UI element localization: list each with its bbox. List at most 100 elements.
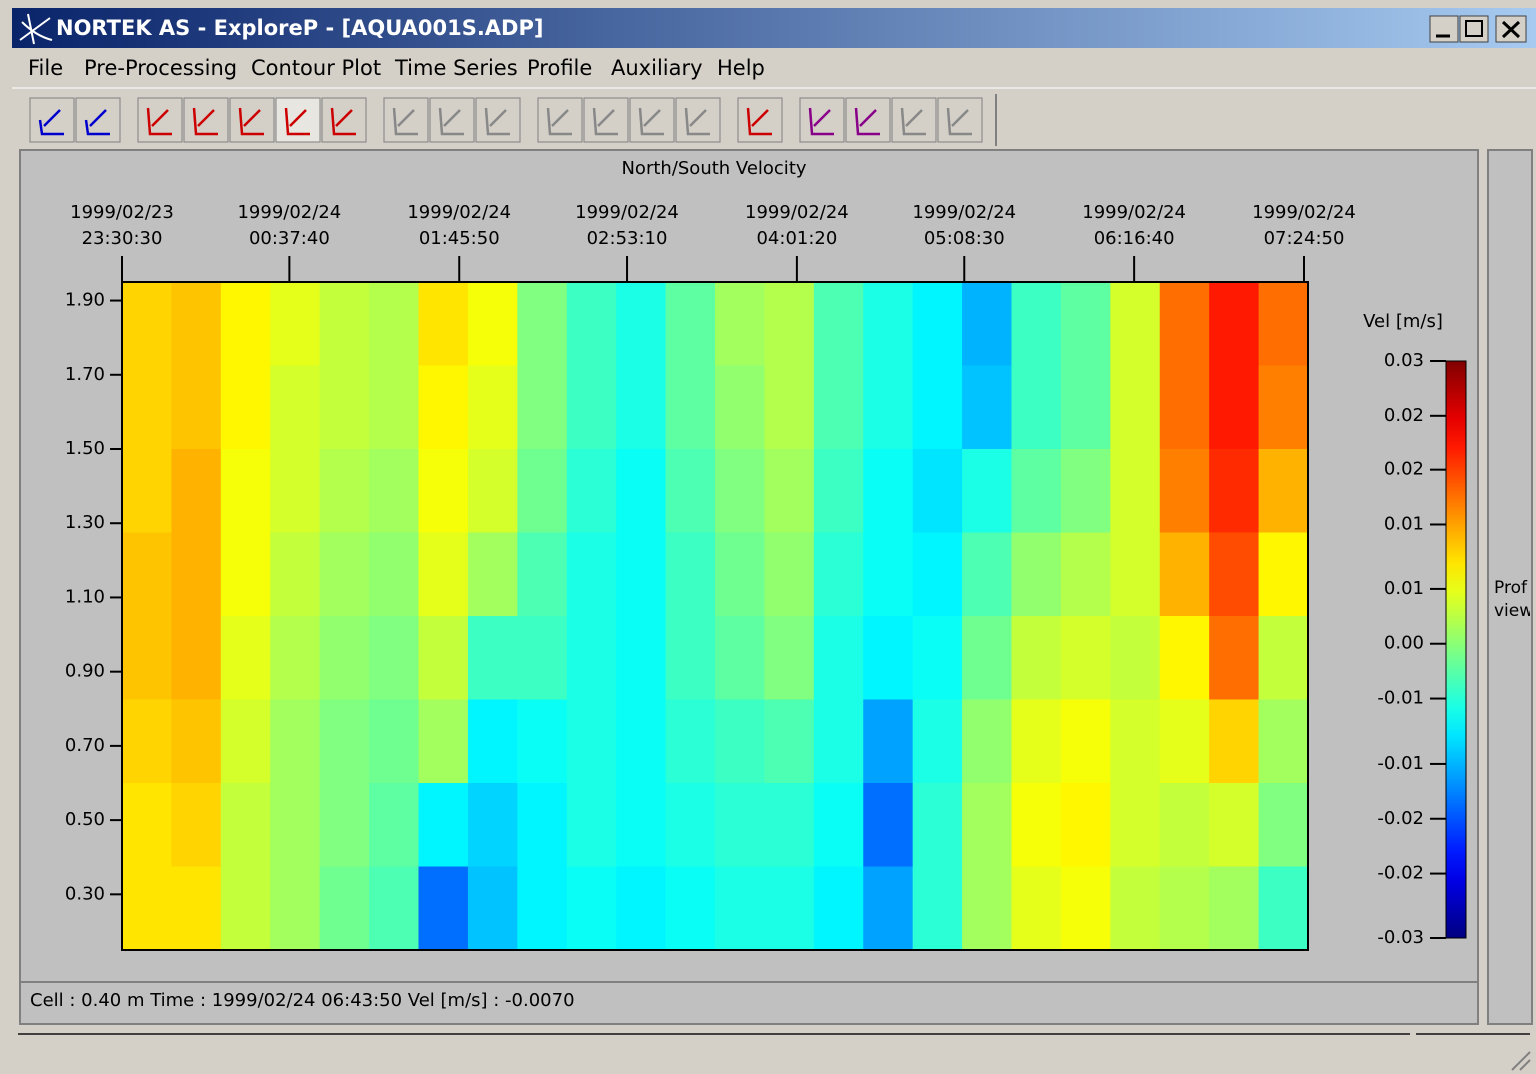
menu-item[interactable]: Auxiliary — [611, 56, 703, 80]
menu-item[interactable]: File — [28, 56, 63, 80]
side-panel-label: Prof — [1494, 578, 1528, 598]
heat-cell — [616, 282, 667, 367]
heat-cell — [1011, 783, 1062, 868]
toolbar-button[interactable] — [891, 97, 937, 143]
colorbar-tick-label: -0.02 — [1377, 808, 1424, 829]
toolbar-button[interactable] — [937, 97, 983, 143]
heat-cell — [665, 783, 716, 868]
y-tick-label: 1.90 — [65, 290, 105, 311]
heat-cell — [665, 616, 716, 701]
heat-cell — [517, 532, 568, 617]
heat-cell — [1011, 282, 1062, 367]
toolbar-icon — [638, 107, 664, 136]
toolbar-button[interactable] — [229, 97, 275, 143]
toolbar-button[interactable] — [429, 97, 475, 143]
toolbar-button[interactable] — [383, 97, 429, 143]
toolbar-icon — [238, 107, 264, 136]
heat-cell — [813, 532, 864, 617]
toolbar-button[interactable] — [675, 97, 721, 143]
menu-item[interactable]: Pre-Processing — [84, 56, 237, 80]
toolbar-button[interactable] — [321, 97, 367, 143]
heat-cell — [1209, 783, 1260, 868]
menu-item[interactable]: Profile — [527, 56, 592, 80]
menu-item[interactable]: Time Series — [394, 56, 518, 80]
colorbar-title: Vel [m/s] — [1363, 311, 1443, 332]
heatmap — [122, 282, 1309, 951]
minimize-button[interactable] — [1429, 15, 1459, 43]
heat-cell — [616, 365, 667, 450]
heat-cell — [912, 532, 963, 617]
toolbar-button[interactable] — [137, 97, 183, 143]
heat-cell — [912, 783, 963, 868]
heat-cell — [962, 699, 1013, 784]
heat-cell — [1258, 866, 1309, 951]
heat-cell — [665, 532, 716, 617]
toolbar-icon — [146, 107, 172, 136]
heat-cell — [1011, 365, 1062, 450]
resize-grip[interactable] — [1511, 1051, 1531, 1071]
heat-cell — [665, 282, 716, 367]
toolbar-button[interactable] — [629, 97, 675, 143]
heat-cell — [912, 866, 963, 951]
heat-cell — [1209, 532, 1260, 617]
toolbar-button[interactable] — [845, 97, 891, 143]
toolbar-icon — [900, 107, 926, 136]
toolbar-button[interactable] — [183, 97, 229, 143]
menu-item[interactable]: Help — [717, 56, 765, 80]
toolbar-button[interactable] — [583, 97, 629, 143]
heat-cell — [418, 783, 469, 868]
heat-cell — [270, 616, 321, 701]
heat-cell — [912, 449, 963, 534]
heat-cell — [467, 532, 518, 617]
window-buttons[interactable] — [1429, 15, 1527, 43]
heat-cell — [616, 616, 667, 701]
heat-cell — [665, 449, 716, 534]
heat-cell — [1258, 365, 1309, 450]
heat-cell — [220, 616, 271, 701]
maximize-button[interactable] — [1459, 15, 1489, 43]
toolbar-icon — [330, 107, 356, 136]
heat-cell — [418, 282, 469, 367]
toolbar-button[interactable] — [475, 97, 521, 143]
heat-cell — [369, 365, 420, 450]
toolbar-icon — [854, 107, 880, 136]
toolbar-icon — [192, 107, 218, 136]
plot-title: North/South Velocity — [621, 158, 806, 179]
toolbar-icon — [284, 107, 310, 136]
heat-cell — [566, 365, 617, 450]
heat-cell — [863, 365, 914, 450]
colorbar-tick-label: 0.01 — [1384, 578, 1424, 599]
menu-item[interactable]: Contour Plot — [251, 56, 381, 80]
heat-cell — [467, 699, 518, 784]
toolbar-icon — [684, 107, 710, 136]
toolbar-button[interactable] — [737, 97, 783, 143]
toolbar-button[interactable] — [537, 97, 583, 143]
heat-cell — [319, 866, 370, 951]
heat-cell — [616, 699, 667, 784]
heat-cell — [467, 365, 518, 450]
heat-cell — [1258, 282, 1309, 367]
heat-cell — [270, 282, 321, 367]
toolbar — [29, 94, 997, 146]
x-tick-label: 04:01:20 — [756, 228, 837, 249]
toolbar-icon — [84, 109, 110, 136]
heat-cell — [616, 783, 667, 868]
heat-cell — [1011, 532, 1062, 617]
toolbar-button[interactable] — [75, 97, 121, 143]
toolbar-button[interactable] — [799, 97, 845, 143]
colorbar-tick-label: -0.03 — [1377, 927, 1424, 948]
heat-cell — [369, 449, 420, 534]
heat-cell — [122, 783, 173, 868]
heat-cell — [962, 449, 1013, 534]
heat-cell — [319, 699, 370, 784]
heat-cell — [122, 616, 173, 701]
toolbar-button[interactable] — [275, 97, 321, 143]
toolbar-button[interactable] — [29, 97, 75, 143]
heat-cell — [369, 532, 420, 617]
heat-cell — [962, 616, 1013, 701]
heat-cell — [517, 866, 568, 951]
heat-cell — [517, 783, 568, 868]
heat-cell — [1209, 282, 1260, 367]
x-tick-label: 1999/02/24 — [1252, 202, 1356, 223]
heat-cell — [715, 616, 766, 701]
